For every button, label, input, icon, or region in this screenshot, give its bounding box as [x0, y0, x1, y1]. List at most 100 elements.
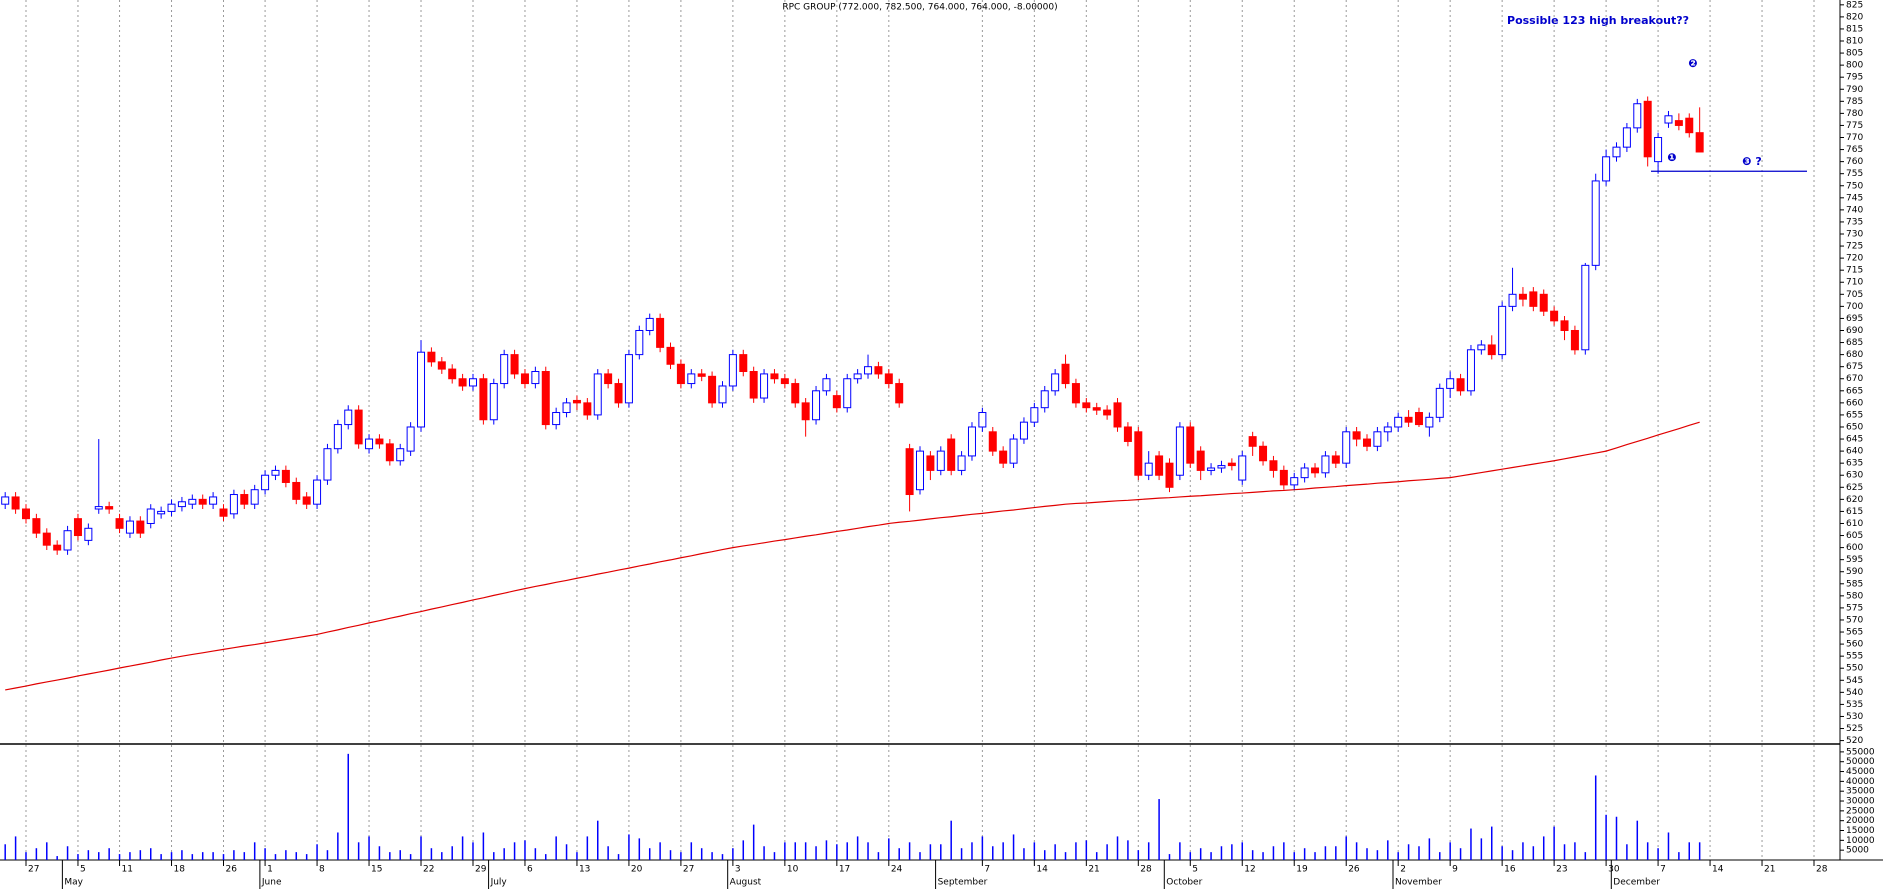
- candle-body: [708, 375, 717, 404]
- candle-body: [780, 378, 789, 385]
- candle-body: [843, 378, 852, 409]
- candle-body: [188, 498, 197, 505]
- candle-body: [853, 373, 862, 380]
- candle-body: [520, 373, 529, 385]
- candle-body: [1071, 383, 1080, 404]
- moving-average: [5, 421, 1700, 691]
- candle-body: [1009, 438, 1018, 464]
- candle-body: [614, 383, 623, 404]
- candle-body: [1279, 469, 1288, 486]
- candle-body: [957, 455, 966, 471]
- candle-body: [791, 383, 800, 404]
- candle-body: [73, 518, 82, 537]
- x-tick-label: 5: [80, 865, 86, 875]
- candle-body: [292, 481, 301, 500]
- volume-tick-label: 55000: [1846, 747, 1875, 757]
- candle-body: [978, 412, 987, 428]
- x-tick-label: 24: [891, 865, 903, 875]
- candle-body: [1487, 344, 1496, 356]
- y-tick-label: 540: [1846, 688, 1863, 698]
- candle-body: [1061, 363, 1070, 385]
- candle-body: [864, 366, 873, 375]
- candle-body: [905, 448, 914, 496]
- candle-body: [1602, 156, 1611, 182]
- candle-body: [219, 508, 228, 517]
- candle-body: [157, 510, 166, 515]
- y-tick-label: 600: [1846, 543, 1863, 553]
- candle-body: [1311, 467, 1320, 474]
- candle-body: [656, 317, 665, 348]
- candle-body: [406, 426, 415, 452]
- candle-body: [209, 496, 218, 505]
- candle-body: [500, 354, 509, 385]
- candle-body: [1581, 264, 1590, 351]
- y-tick-label: 820: [1846, 12, 1863, 22]
- y-tick-label: 730: [1846, 229, 1863, 239]
- x-tick-label: 28: [1140, 865, 1152, 875]
- candle-body: [146, 508, 155, 524]
- candle-body: [947, 438, 956, 471]
- y-tick-label: 680: [1846, 350, 1863, 360]
- candle-body: [302, 496, 311, 505]
- y-tick-label: 660: [1846, 398, 1863, 408]
- month-label: September: [938, 878, 988, 888]
- candle-body: [1186, 426, 1195, 464]
- y-tick-label: 655: [1846, 410, 1863, 420]
- candle-body: [1269, 460, 1278, 471]
- y-tick-label: 810: [1846, 37, 1863, 47]
- candle-body: [1383, 426, 1392, 433]
- y-tick-label: 760: [1846, 157, 1863, 167]
- candle-body: [437, 361, 446, 370]
- candle-body: [552, 412, 561, 426]
- x-tick-label: 21: [1088, 865, 1099, 875]
- candle-body: [1030, 407, 1039, 423]
- y-tick-label: 785: [1846, 97, 1863, 107]
- candle-body: [1560, 320, 1569, 331]
- x-tick-label: 27: [28, 865, 39, 875]
- candle-body: [468, 378, 477, 387]
- candle-body: [1123, 426, 1132, 442]
- y-tick-label: 575: [1846, 603, 1863, 613]
- x-tick-label: 30: [1608, 865, 1620, 875]
- candle-body: [1643, 100, 1652, 158]
- candle-body: [832, 395, 841, 409]
- x-tick-label: 14: [1712, 865, 1724, 875]
- candle-body: [1550, 310, 1559, 322]
- y-tick-label: 825: [1846, 0, 1863, 10]
- y-tick-label: 530: [1846, 712, 1863, 722]
- candle-body: [531, 371, 540, 385]
- candle-body: [271, 469, 280, 476]
- candle-body: [1342, 431, 1351, 464]
- month-label: October: [1166, 878, 1202, 888]
- volume-tick-label: 45000: [1846, 767, 1875, 777]
- y-tick-label: 790: [1846, 85, 1863, 95]
- candle-body: [105, 506, 114, 510]
- candle-body: [1300, 467, 1309, 479]
- candle-body: [375, 438, 384, 445]
- x-tick-label: 1: [267, 865, 273, 875]
- candle-body: [583, 402, 592, 416]
- candle-body: [479, 378, 488, 421]
- candle-body: [42, 532, 51, 546]
- y-tick-label: 570: [1846, 615, 1863, 625]
- candle-body: [1051, 373, 1060, 392]
- y-tick-label: 645: [1846, 435, 1863, 445]
- candle-body: [240, 494, 249, 505]
- y-tick-label: 625: [1846, 483, 1863, 493]
- y-tick-label: 605: [1846, 531, 1863, 541]
- y-tick-label: 640: [1846, 447, 1863, 457]
- candle-body: [1612, 146, 1621, 158]
- candle-body: [1227, 462, 1236, 467]
- x-tick-label: 26: [1348, 865, 1360, 875]
- annotation-headline: Possible 123 high breakout??: [1507, 14, 1689, 27]
- candle-body: [967, 426, 976, 457]
- candle-body: [1446, 378, 1455, 389]
- y-tick-label: 610: [1846, 519, 1863, 529]
- candle-body: [1654, 137, 1663, 163]
- candle-body: [53, 544, 62, 551]
- x-tick-label: 29: [475, 865, 487, 875]
- candle-body: [593, 373, 602, 416]
- candle-body: [489, 383, 498, 421]
- x-tick-label: 23: [1556, 865, 1567, 875]
